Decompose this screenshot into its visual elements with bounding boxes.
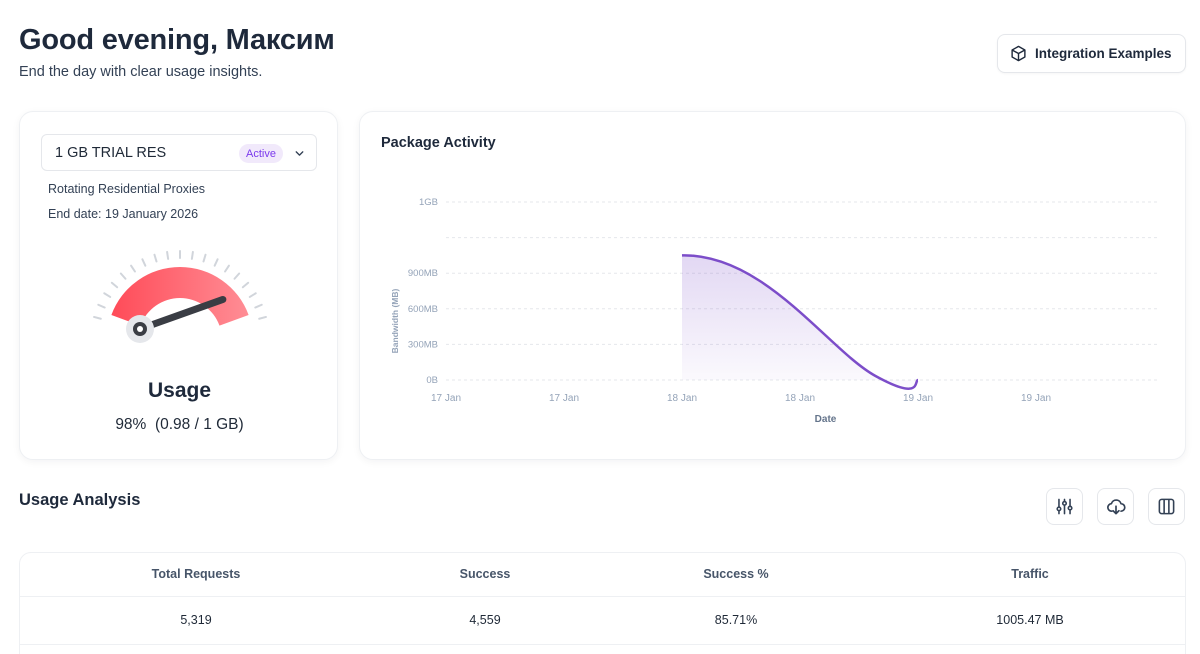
chart-x-tick-label: 19 Jan [1021, 393, 1051, 404]
chart-x-tick-label: 18 Jan [667, 393, 697, 404]
bandwidth-area [682, 255, 918, 389]
usage-analysis-title: Usage Analysis [19, 491, 141, 509]
cube-icon [1011, 45, 1026, 62]
package-end-date: End date: 19 January 2026 [48, 207, 199, 221]
chart-x-tick-label: 17 Jan [549, 393, 579, 404]
package-type: Rotating Residential Proxies [48, 182, 206, 196]
gauge-tick [233, 272, 241, 280]
bandwidth-line [681, 254, 919, 390]
chart-x-tick-label: 19 Jan [903, 393, 933, 404]
package-name: 1 GB TRIAL RES [55, 144, 167, 161]
usage-gauge [93, 250, 267, 343]
gauge-tick [241, 281, 250, 289]
package-select[interactable]: 1 GB TRIAL RES Active [41, 134, 317, 171]
gauge-tick [248, 292, 257, 298]
chart-x-axis-label: Date [815, 414, 837, 425]
integration-examples-button[interactable]: Integration Examples [997, 34, 1186, 73]
columns-button[interactable] [1148, 488, 1185, 525]
greeting-title: Good evening, Максим [19, 24, 335, 56]
cell-total-requests: 5,319 [180, 613, 212, 627]
chart-x-tick-label: 17 Jan [431, 393, 461, 404]
gauge-tick [141, 258, 147, 267]
chart-y-axis-label: Bandwidth (MB) [390, 288, 400, 353]
usage-analysis-table: Total Requests Success Success % Traffic… [19, 552, 1186, 654]
chart-x-tick-label: 18 Jan [785, 393, 815, 404]
chart-y-tick-label: 600MB [408, 304, 438, 315]
gauge-tick [97, 303, 106, 309]
gauge-tick [166, 250, 170, 260]
gauge-tick [130, 264, 136, 273]
gauge-tick [190, 250, 194, 260]
gauge-tick [119, 272, 127, 280]
integration-examples-label: Integration Examples [1035, 46, 1172, 61]
gauge-tick [93, 315, 102, 320]
column-header-total-requests: Total Requests [151, 567, 241, 581]
cell-traffic: 1005.47 MB [996, 613, 1064, 627]
download-button[interactable] [1097, 488, 1134, 525]
sliders-icon [1056, 498, 1073, 515]
cell-success: 4,559 [469, 613, 501, 627]
chart-y-tick-label: 900MB [408, 268, 438, 279]
usage-value: 98% (0.98 / 1 GB) [115, 416, 244, 433]
status-badge: Active [239, 144, 283, 163]
gauge-tick [103, 292, 112, 298]
package-activity-card: Package Activity 0B 300MB 600MB 900MB 1GB 17… [359, 111, 1186, 460]
cell-success-percent: 85.71% [714, 613, 758, 627]
package-card: 1 GB TRIAL RES Active Rotating Residenti… [19, 111, 338, 460]
activity-chart: 0B 300MB 600MB 900MB 1GB 17 Jan 17 Jan 18 Jan 1… [390, 197, 1157, 425]
greeting-subtitle: End the day with clear usage insights. [19, 64, 263, 80]
filter-button[interactable] [1046, 488, 1083, 525]
chart-y-tick-label: 1GB [419, 197, 438, 208]
gauge-tick [153, 253, 158, 263]
column-header-traffic: Traffic [1011, 567, 1049, 581]
gauge-tick [202, 253, 207, 263]
gauge-arc [111, 267, 249, 326]
table-row: 5,319 4,559 85.71% 1005.47 MB [20, 597, 1185, 645]
gauge-ticks [93, 250, 267, 320]
gauge-hub-dot [137, 326, 143, 332]
usage-title: Usage [147, 379, 212, 402]
gauge-tick [258, 315, 267, 320]
column-header-success: Success [459, 567, 511, 581]
gauge-tick [254, 303, 263, 309]
chart-y-tick-label: 0B [426, 375, 438, 386]
column-header-success-percent: Success % [703, 567, 769, 581]
chart-y-tick-label: 300MB [408, 339, 438, 350]
chevron-down-icon [295, 151, 304, 156]
cloud-download-icon [1106, 498, 1126, 514]
gauge-tick [110, 281, 119, 289]
table-header-row: Total Requests Success Success % Traffic [20, 553, 1185, 597]
gauge-tick [213, 258, 219, 267]
gauge-needle [136, 295, 227, 333]
activity-title: Package Activity [381, 135, 496, 151]
columns-icon [1158, 498, 1175, 515]
gauge-tick [224, 264, 230, 273]
